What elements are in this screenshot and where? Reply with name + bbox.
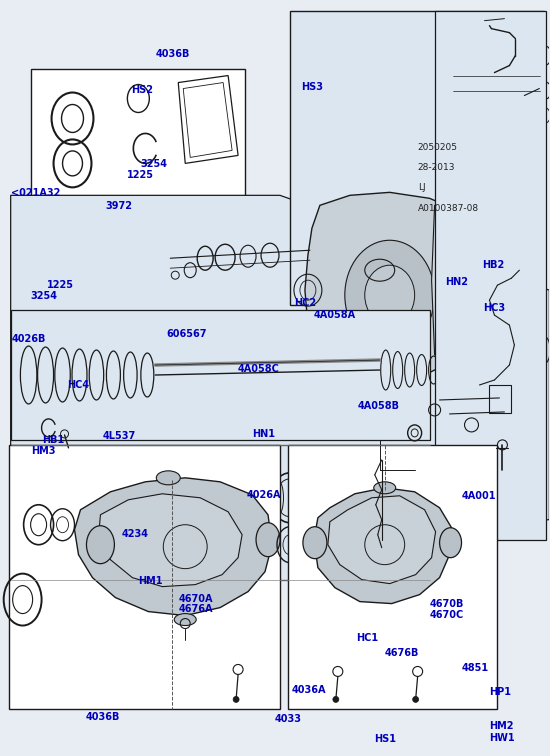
Bar [453, 36, 540, 135]
Polygon shape [10, 195, 549, 519]
Ellipse shape [156, 471, 180, 485]
Polygon shape [10, 445, 430, 580]
Text: HM3: HM3 [31, 446, 56, 456]
Polygon shape [314, 488, 452, 603]
Ellipse shape [374, 482, 395, 494]
Text: 4A001: 4A001 [461, 491, 496, 501]
Text: 3254: 3254 [31, 291, 58, 301]
Ellipse shape [345, 240, 435, 350]
Text: HS2: HS2 [131, 85, 153, 95]
Polygon shape [98, 494, 242, 587]
Text: HC1: HC1 [356, 633, 378, 643]
Circle shape [333, 696, 339, 702]
Text: HC4: HC4 [68, 380, 90, 389]
Text: 3972: 3972 [105, 200, 132, 211]
Bar [434, 11, 546, 540]
Bar [438, 280, 545, 382]
Bar [458, 41, 535, 131]
Text: 28-2013: 28-2013 [417, 163, 455, 172]
Text: 4L537: 4L537 [102, 431, 135, 441]
Text: 4026A: 4026A [246, 490, 281, 500]
Text: 4676B: 4676B [384, 648, 419, 658]
Polygon shape [328, 496, 436, 584]
Text: 4670C: 4670C [430, 610, 464, 621]
Text: 4026B: 4026B [12, 334, 46, 344]
Text: HS3: HS3 [301, 82, 323, 92]
Ellipse shape [535, 335, 550, 365]
Polygon shape [305, 192, 494, 382]
Bar [490, 120, 535, 148]
Bar [290, 11, 544, 305]
Text: 4A058B: 4A058B [358, 401, 399, 411]
Bar [9, 445, 280, 709]
Text: 4036B: 4036B [86, 711, 120, 721]
Circle shape [233, 696, 239, 702]
Text: HC3: HC3 [483, 302, 505, 312]
Ellipse shape [86, 525, 114, 564]
Text: 4234: 4234 [122, 529, 148, 539]
Text: LJ: LJ [417, 183, 425, 192]
Text: 1225: 1225 [47, 280, 74, 290]
Ellipse shape [439, 528, 461, 558]
Text: A0100387-08: A0100387-08 [417, 203, 478, 212]
Text: HN2: HN2 [445, 277, 468, 287]
Ellipse shape [256, 522, 280, 556]
Text: 4A058C: 4A058C [238, 364, 279, 374]
Text: HB1: HB1 [42, 435, 64, 445]
Text: 4670A: 4670A [179, 593, 213, 604]
Text: 4676A: 4676A [179, 604, 213, 615]
Text: HM1: HM1 [138, 576, 162, 586]
Ellipse shape [174, 614, 196, 625]
Circle shape [412, 696, 419, 702]
Text: 4036B: 4036B [155, 48, 190, 59]
Text: 2050205: 2050205 [417, 143, 458, 151]
Text: HP1: HP1 [489, 687, 511, 697]
Text: 606567: 606567 [166, 329, 207, 339]
Text: HC2: HC2 [294, 298, 316, 308]
Text: 3254: 3254 [141, 160, 168, 169]
Polygon shape [74, 478, 272, 615]
Text: HB2: HB2 [482, 260, 504, 271]
Text: 4851: 4851 [461, 663, 488, 674]
Text: HN1: HN1 [252, 429, 275, 439]
Text: 4036A: 4036A [292, 685, 326, 695]
Text: 1225: 1225 [127, 171, 154, 181]
Text: 4A058A: 4A058A [314, 310, 355, 320]
Bar [490, 385, 512, 413]
Text: 4033: 4033 [275, 714, 302, 723]
Polygon shape [10, 310, 430, 440]
Text: HW1: HW1 [489, 733, 515, 742]
Text: <021A32: <021A32 [10, 187, 60, 198]
Text: 4670B: 4670B [430, 599, 464, 609]
Text: HS1: HS1 [374, 734, 396, 744]
Bar [31, 69, 245, 203]
Polygon shape [432, 206, 492, 355]
Ellipse shape [365, 265, 415, 325]
Text: HM2: HM2 [489, 721, 514, 731]
Bar [288, 445, 497, 709]
Ellipse shape [303, 527, 327, 559]
